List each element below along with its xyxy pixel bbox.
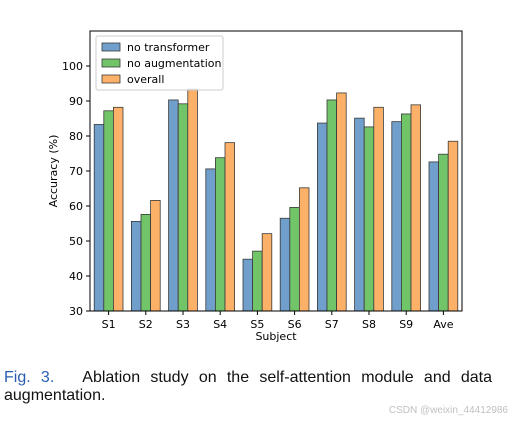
x-tick-label: S9 [399, 318, 413, 331]
legend-swatch [101, 42, 121, 52]
y-tick-label: 80 [69, 130, 83, 143]
bar-s4-no-augmentation [214, 157, 226, 312]
x-tick-label: S1 [102, 318, 116, 331]
bar-s8-no-transformer [354, 117, 365, 312]
legend-label: no augmentation [127, 57, 222, 70]
bar-s9-overall [410, 104, 422, 312]
bar-s1-no-augmentation [103, 110, 114, 312]
legend-swatch [101, 58, 121, 68]
figure-label: Fig. 3. [4, 369, 55, 386]
bar-s6-no-augmentation [289, 206, 300, 312]
y-tick-label: 50 [69, 235, 83, 248]
x-tick-label: Ave [433, 318, 453, 331]
bar-s8-overall [373, 106, 384, 312]
figure-caption: Fig. 3. Ablation study on the self-attent… [4, 369, 492, 405]
watermark: CSDN @weixin_44412986 [388, 405, 508, 416]
bar-s3-no-augmentation [177, 103, 189, 312]
x-axis-label: Subject [255, 330, 297, 343]
x-tick-label: S5 [250, 318, 264, 331]
bar-s1-overall [113, 106, 124, 312]
y-tick-label: 40 [69, 270, 83, 283]
x-tick-label: S3 [176, 318, 190, 331]
x-tick-label: S8 [362, 318, 376, 331]
bar-s2-no-transformer [130, 220, 142, 312]
bar-s7-no-transformer [316, 122, 328, 312]
bar-s6-overall [298, 187, 310, 312]
legend-label: no transformer [127, 41, 210, 54]
y-axis-label: Accuracy (%) [47, 135, 60, 208]
bar-s1-no-transformer [93, 124, 105, 312]
bar-s4-overall [224, 142, 236, 312]
bar-s2-overall [150, 199, 161, 312]
bar-s3-no-transformer [168, 99, 179, 312]
y-tick-label: 90 [69, 95, 83, 108]
bar-s9-no-augmentation [400, 113, 412, 312]
legend-swatch [101, 74, 121, 84]
bar-ave-no-augmentation [438, 153, 449, 312]
bar-ave-overall [447, 140, 459, 312]
bar-s9-no-transformer [391, 121, 402, 312]
legend-label: overall [127, 73, 164, 86]
bar-s5-no-transformer [242, 258, 254, 312]
caption-text: Ablation study on the self-attention mod… [4, 369, 492, 404]
bar-s8-no-augmentation [363, 126, 375, 312]
y-tick-label: 70 [69, 165, 83, 178]
bar-s5-overall [261, 233, 273, 312]
bar-s3-overall [187, 88, 198, 312]
bar-s7-overall [336, 92, 347, 312]
bar-s2-no-augmentation [140, 213, 152, 312]
bar-s6-no-transformer [279, 217, 291, 312]
x-tick-label: S6 [288, 318, 302, 331]
bar-ave-no-transformer [428, 161, 440, 312]
x-tick-label: S2 [139, 318, 153, 331]
bar-s7-no-augmentation [326, 99, 338, 312]
x-tick-label: S7 [325, 318, 339, 331]
bar-s5-no-augmentation [252, 250, 263, 312]
x-tick-label: S4 [213, 318, 227, 331]
y-tick-label: 30 [69, 305, 83, 318]
bar-s4-no-transformer [205, 168, 216, 312]
legend-box [95, 35, 224, 91]
y-tick-label: 60 [69, 200, 83, 213]
bar-chart: 30 40 50 60 70 80 90 100 S1 S2 S3 S4 S5 S6 S7 S8 S9 Ave Su… [47, 30, 463, 343]
y-tick-label: 100 [62, 60, 83, 73]
